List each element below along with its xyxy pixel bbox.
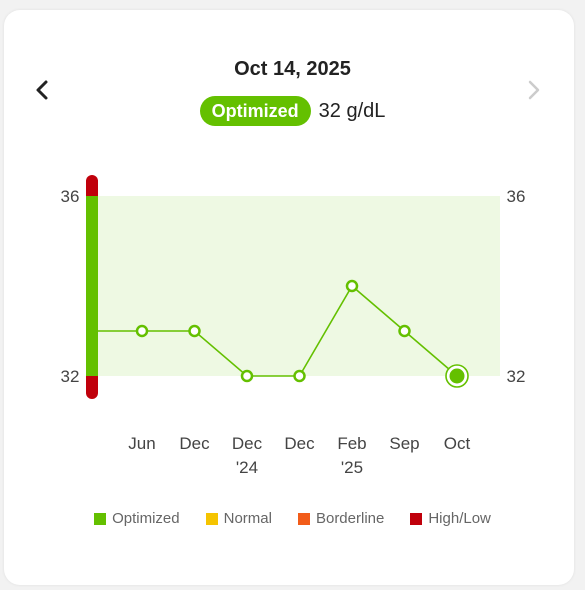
y-tick-label-right: 32 bbox=[507, 367, 526, 386]
selected-data-point bbox=[449, 368, 465, 384]
chevron-left-icon bbox=[36, 80, 48, 100]
optimized-range-band bbox=[97, 196, 500, 376]
reading-value: 32 g/dL bbox=[318, 99, 386, 122]
y-tick-label-left: 36 bbox=[61, 187, 80, 206]
x-tick-label: Dec bbox=[284, 434, 315, 453]
legend-label-high-low: High/Low bbox=[428, 510, 491, 527]
legend-label-borderline: Borderline bbox=[315, 510, 385, 527]
status-badge: Optimized bbox=[199, 96, 311, 126]
range-bar-optimized bbox=[86, 196, 98, 376]
previous-button[interactable] bbox=[28, 72, 56, 108]
x-tick-label: Jun bbox=[128, 434, 155, 453]
data-point bbox=[135, 324, 149, 338]
data-point bbox=[398, 324, 411, 338]
legend-label-optimized: Optimized bbox=[112, 510, 180, 527]
trend-chart: 36 36 32 32 Jun Dec Dec '24 Dec Feb '25 Sep Oct bbox=[61, 175, 526, 477]
y-tick-label-left: 32 bbox=[61, 367, 80, 386]
chevron-right-icon bbox=[528, 80, 540, 100]
series-line bbox=[97, 284, 458, 377]
x-tick-label: Sep bbox=[389, 434, 419, 453]
y-tick-label-right: 36 bbox=[507, 187, 526, 206]
x-tick-label: '24 bbox=[236, 458, 258, 477]
legend-swatch-borderline bbox=[297, 512, 310, 525]
x-tick-label: '25 bbox=[341, 458, 363, 477]
legend-swatch-optimized bbox=[94, 512, 107, 525]
legend-item-normal: Normal bbox=[205, 510, 272, 527]
next-button[interactable] bbox=[520, 72, 548, 108]
legend-item-optimized: Optimized bbox=[94, 510, 180, 527]
legend: Optimized Normal Borderline High/Low bbox=[0, 510, 585, 527]
reading-date: Oct 14, 2025 bbox=[234, 58, 351, 80]
data-point bbox=[293, 369, 306, 383]
legend-swatch-normal bbox=[205, 512, 218, 525]
x-tick-label: Dec bbox=[179, 434, 210, 453]
x-tick-label: Oct bbox=[444, 434, 471, 453]
legend-label-normal: Normal bbox=[223, 510, 272, 527]
data-point bbox=[240, 369, 254, 383]
data-point bbox=[345, 279, 359, 293]
x-tick-label: Dec bbox=[232, 434, 263, 453]
status-row: Optimized 32 g/dL bbox=[0, 96, 585, 126]
x-tick-label: Feb bbox=[337, 434, 366, 453]
legend-swatch-high-low bbox=[410, 512, 423, 525]
legend-item-borderline: Borderline bbox=[297, 510, 385, 527]
legend-item-high-low: High/Low bbox=[410, 510, 491, 527]
data-point bbox=[188, 324, 201, 338]
